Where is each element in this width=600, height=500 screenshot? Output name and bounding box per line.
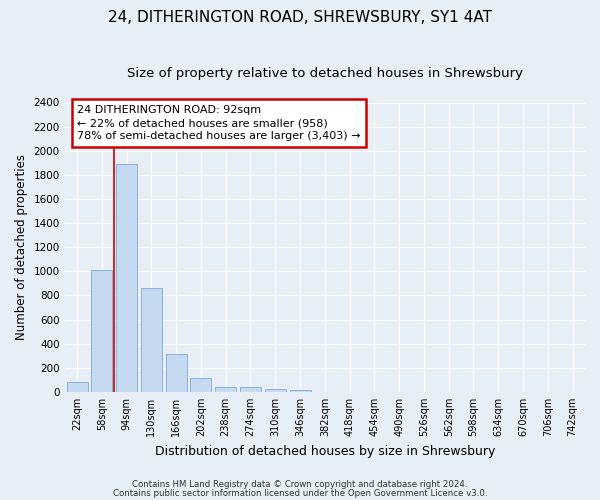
Bar [67, 382, 88, 392]
Bar [215, 386, 236, 392]
Bar [190, 378, 211, 392]
Bar [141, 288, 162, 392]
Y-axis label: Number of detached properties: Number of detached properties [15, 154, 28, 340]
Bar [290, 390, 311, 392]
Text: Contains HM Land Registry data © Crown copyright and database right 2024.: Contains HM Land Registry data © Crown c… [132, 480, 468, 489]
Text: 24 DITHERINGTON ROAD: 92sqm
← 22% of detached houses are smaller (958)
78% of se: 24 DITHERINGTON ROAD: 92sqm ← 22% of det… [77, 105, 361, 142]
Text: Contains public sector information licensed under the Open Government Licence v3: Contains public sector information licen… [113, 489, 487, 498]
Title: Size of property relative to detached houses in Shrewsbury: Size of property relative to detached ho… [127, 68, 523, 80]
Bar [240, 388, 261, 392]
Text: 24, DITHERINGTON ROAD, SHREWSBURY, SY1 4AT: 24, DITHERINGTON ROAD, SHREWSBURY, SY1 4… [108, 10, 492, 25]
Bar [265, 388, 286, 392]
X-axis label: Distribution of detached houses by size in Shrewsbury: Distribution of detached houses by size … [155, 444, 495, 458]
Bar [91, 270, 112, 392]
Bar [166, 354, 187, 392]
Bar [116, 164, 137, 392]
